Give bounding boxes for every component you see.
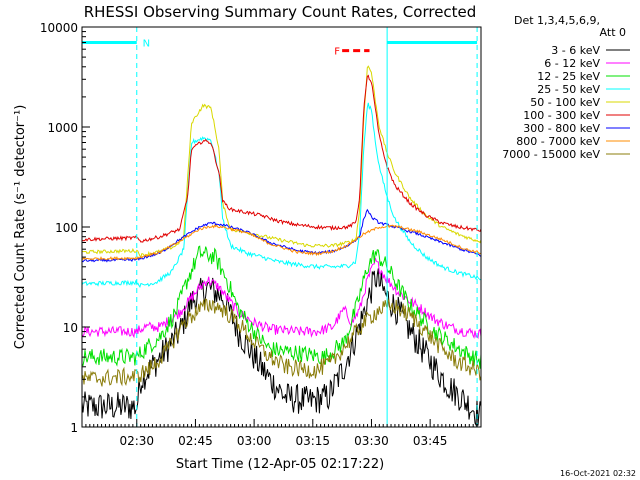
series-line-8 <box>81 297 482 387</box>
y-tick-label: 10 <box>63 321 78 335</box>
legend-label: 25 - 50 keV <box>537 83 600 96</box>
series-line-0 <box>81 268 482 427</box>
marker-layer: NF <box>82 27 478 427</box>
y-axis: 1 10 100 1000 10000 <box>40 21 90 435</box>
series-line-5 <box>81 74 482 243</box>
y-tick-label: 1000 <box>47 121 78 135</box>
y-tick-label: 1 <box>70 421 78 435</box>
legend-label: 7000 - 15000 keV <box>502 148 600 161</box>
x-tick-label: 03:30 <box>354 434 389 448</box>
series-line-1 <box>81 257 482 340</box>
legend-label: 800 - 7000 keV <box>516 135 600 148</box>
x-tick-label: 03:45 <box>413 434 448 448</box>
footer-timestamp: 16-Oct-2021 02:32 <box>560 469 636 478</box>
legend-label: 50 - 100 keV <box>530 96 600 109</box>
series-line-4 <box>81 65 482 259</box>
series-line-3 <box>81 102 482 289</box>
x-tick-label: 02:45 <box>178 434 213 448</box>
y-tick-label: 100 <box>55 221 78 235</box>
legend-label: 12 - 25 keV <box>537 70 600 83</box>
x-axis-label: Start Time (12-Apr-05 02:17:22) <box>176 457 384 472</box>
legend-label: 300 - 800 keV <box>523 122 600 135</box>
series-line-2 <box>81 245 482 369</box>
y-tick-label: 10000 <box>40 21 78 35</box>
legend-label: 3 - 6 keV <box>551 44 600 57</box>
x-axis: 02:30 02:45 03:00 03:15 03:30 03:45 <box>81 419 482 448</box>
legend-header: Det 1,3,4,5,6,9, <box>514 14 600 27</box>
series-line-7 <box>81 224 482 261</box>
chart-title: RHESSI Observing Summary Count Rates, Co… <box>84 3 477 21</box>
series-layer <box>81 65 482 427</box>
x-tick-label: 03:15 <box>295 434 330 448</box>
legend-header: Att 0 <box>600 26 626 39</box>
annotation-n: N <box>143 38 150 49</box>
annotation-f: F <box>334 47 340 58</box>
x-tick-label: 02:30 <box>119 434 154 448</box>
legend-label: 100 - 300 keV <box>523 109 600 122</box>
series-line-6 <box>81 208 482 263</box>
legend-label: 6 - 12 keV <box>544 57 600 70</box>
y-axis-label: Corrected Count Rate (s⁻¹ detector⁻¹) <box>13 105 28 350</box>
x-tick-label: 03:00 <box>237 434 272 448</box>
